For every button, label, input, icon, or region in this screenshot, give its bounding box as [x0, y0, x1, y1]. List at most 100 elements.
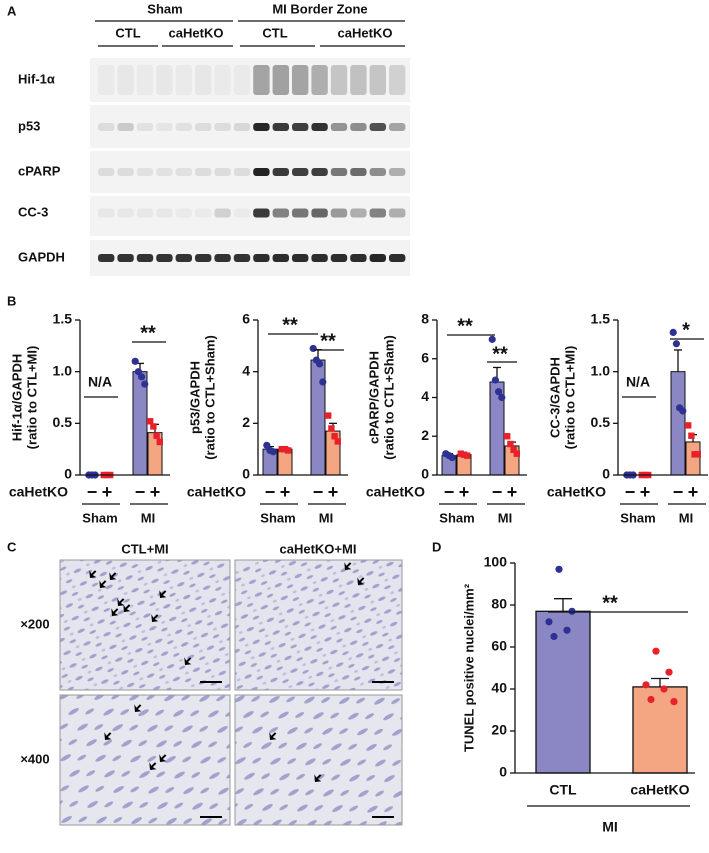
blot-band [292, 65, 309, 95]
data-point [694, 451, 701, 458]
series-label: + [507, 482, 518, 502]
blot-band [233, 65, 251, 95]
blot-band [98, 65, 115, 95]
data-point [545, 618, 553, 626]
annotation: N/A [88, 374, 112, 390]
arrows [89, 562, 365, 782]
row-label: caHetKO [9, 484, 68, 500]
western-blot: Hif-1α p53 cPARP CC-3 GAPDH [18, 58, 410, 276]
blot-band [389, 254, 406, 262]
data-point [669, 328, 677, 336]
series-label: − [444, 482, 455, 502]
data-point [269, 448, 277, 456]
y-tick-label: 0.5 [53, 414, 73, 430]
blot-band [389, 168, 406, 176]
y-tick-label: 1.0 [53, 362, 73, 378]
blot-band [214, 123, 231, 131]
x-tick-label: MI [319, 510, 333, 525]
blot-band [330, 123, 348, 131]
blot-band [233, 208, 251, 218]
blot-band [156, 123, 173, 131]
blot-band [136, 208, 154, 218]
x-tick-label: MI [141, 510, 155, 525]
y-tick-label: 1.5 [53, 311, 73, 327]
blot-band [389, 123, 406, 131]
blot-band [330, 65, 348, 95]
y-tick-label: 6 [242, 311, 250, 327]
annotation: N/A [626, 374, 650, 390]
bar [310, 359, 326, 476]
blot-band [272, 254, 289, 262]
data-point [652, 647, 660, 655]
y-axis-label: (ratio to CTL+Sham) [381, 335, 396, 460]
arrow [314, 774, 322, 782]
series-label: − [492, 482, 503, 502]
blot-subgroup: caHetKO [169, 25, 224, 40]
arrow [134, 704, 142, 712]
y-tick-label: 8 [421, 311, 429, 327]
blot-band [214, 254, 231, 262]
series-label: + [640, 482, 651, 502]
series-label: + [102, 482, 113, 502]
blot-band [253, 123, 270, 131]
data-point [334, 438, 341, 445]
y-tick-label: 0.5 [591, 414, 611, 430]
blot-group: MI Border Zone [272, 1, 367, 16]
blot-band [214, 65, 231, 95]
blot-band [117, 208, 134, 218]
panel-label: A [7, 3, 17, 18]
blot-band [156, 65, 173, 95]
row-label: caHetKO [366, 484, 425, 500]
y-tick-label: 4 [421, 388, 429, 404]
blot-band [175, 65, 192, 95]
blot-band [253, 168, 270, 176]
y-axis-label: TUNEL positive nuclei/mm² [461, 583, 476, 752]
panel-label: D [432, 539, 441, 554]
arrow [99, 580, 107, 588]
row-label: ×200 [20, 616, 49, 631]
data-point [498, 393, 506, 402]
data-point [147, 418, 154, 425]
y-tick-label: 0 [421, 466, 429, 482]
blot-group: Sham [147, 1, 182, 16]
data-point [507, 440, 514, 448]
data-point [309, 344, 317, 353]
data-point [568, 607, 576, 615]
arrow [357, 577, 365, 585]
blot-band [350, 123, 367, 131]
x-tick-label: CTL [549, 782, 577, 798]
blot-band [350, 65, 367, 95]
arrow [123, 604, 131, 612]
blot-band [311, 208, 328, 218]
data-point [670, 698, 678, 706]
x-tick-label: MI [498, 510, 512, 525]
panel-label: C [7, 539, 17, 554]
data-point [679, 407, 687, 415]
blot-strip [90, 196, 410, 236]
y-axis-label: CC-3/GAPDH [547, 357, 562, 438]
data-point [448, 453, 456, 462]
blot-band [156, 208, 173, 218]
series-label: + [150, 482, 161, 502]
data-point [510, 446, 517, 454]
data-point [263, 441, 271, 449]
data-point [331, 433, 338, 440]
blot-subgroup: caHetKO [338, 25, 393, 40]
blot-band [98, 208, 115, 218]
blot-band [117, 65, 134, 95]
blot-band [311, 254, 328, 262]
bar [685, 441, 701, 476]
blot-band [311, 168, 328, 176]
data-point [319, 378, 327, 386]
blot-band [156, 168, 173, 176]
series-label: − [313, 482, 324, 502]
annotation: ** [282, 314, 298, 336]
data-point [504, 433, 511, 440]
blot-band [369, 254, 386, 262]
blot-band [195, 254, 212, 262]
data-point [555, 565, 563, 573]
blot-band [195, 65, 212, 95]
x-tick-label: Sham [439, 510, 474, 525]
blot-subgroup: CTL [262, 25, 287, 40]
